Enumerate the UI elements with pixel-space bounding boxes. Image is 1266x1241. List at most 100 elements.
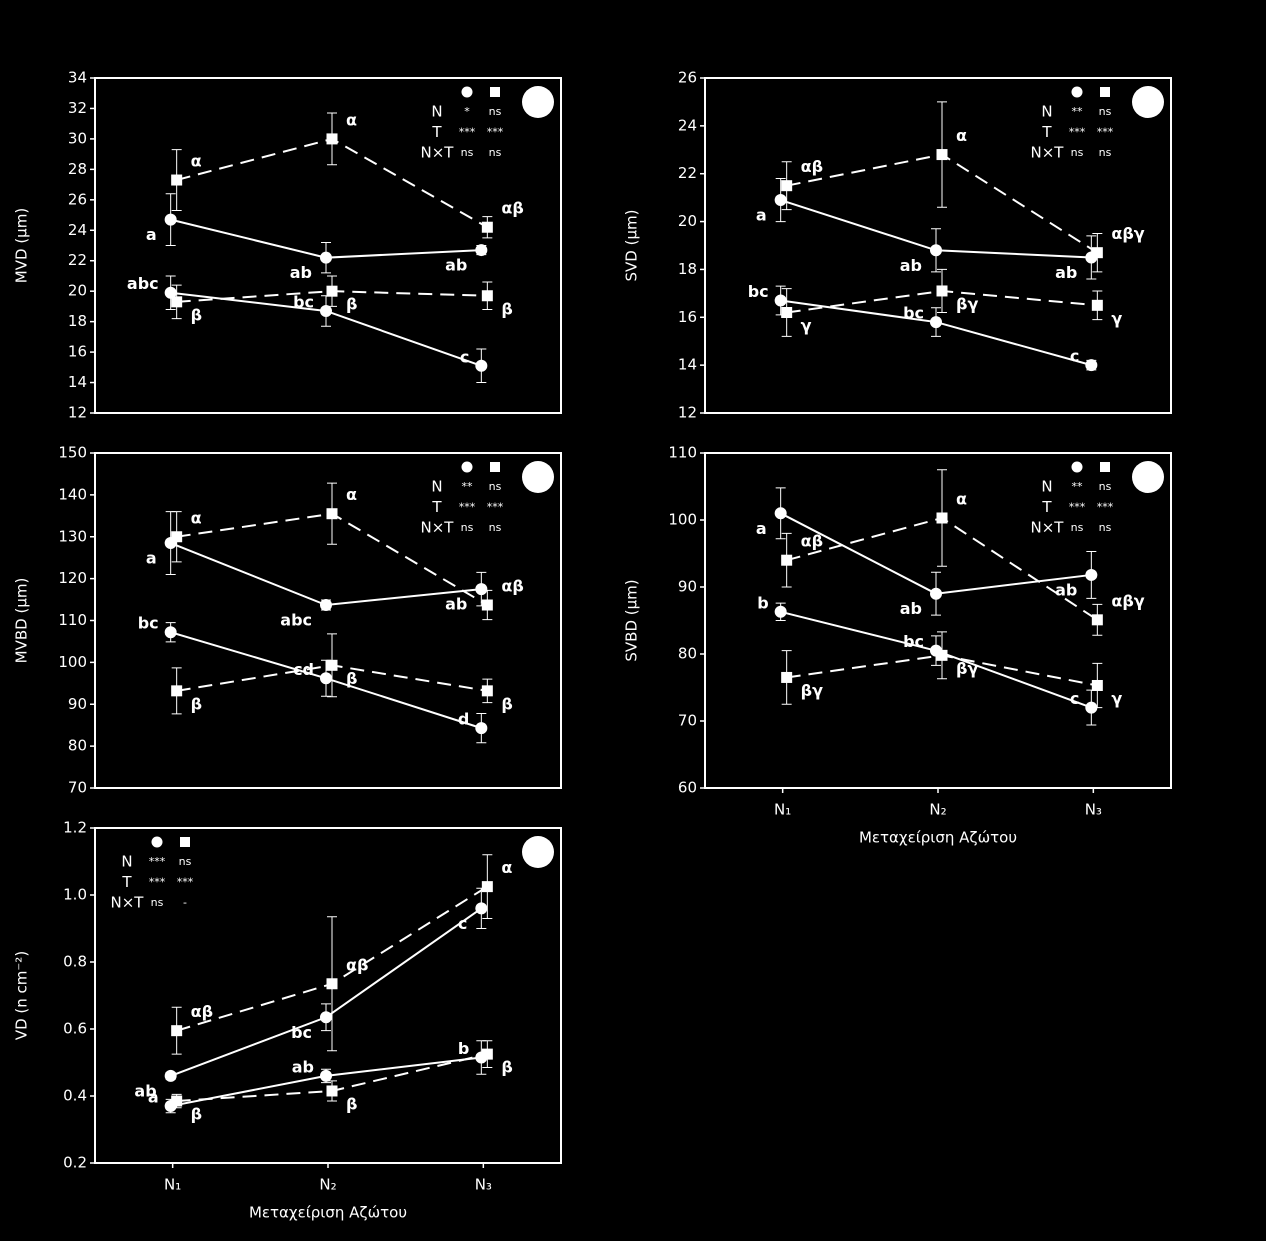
significance-letter: c <box>1070 347 1079 366</box>
y-tick-label: 14 <box>68 373 87 391</box>
panel-badge <box>522 461 554 493</box>
significance-letter: ab <box>445 256 467 275</box>
point <box>171 174 183 186</box>
y-tick-label: 26 <box>678 69 697 87</box>
point <box>171 1095 183 1107</box>
plot-frame <box>704 77 1172 414</box>
point <box>781 554 793 566</box>
y-axis-label: MVBD (μm) <box>13 578 31 664</box>
panel-badge <box>1132 86 1164 118</box>
y-tick-label: 12 <box>678 404 697 422</box>
significance-letter: b <box>458 1039 469 1058</box>
panel-badge <box>522 836 554 868</box>
y-tick-label: 18 <box>678 260 697 278</box>
stats-value: *** <box>459 501 476 514</box>
y-tick-label: 20 <box>68 282 87 300</box>
point <box>481 290 493 302</box>
legend-square-symbol <box>1100 87 1110 97</box>
point <box>320 672 332 685</box>
point <box>936 149 948 161</box>
x-axis-label: Μεταχείριση Αζώτου <box>249 1204 407 1222</box>
stats-value: ns <box>1099 105 1112 118</box>
y-tick-label: 70 <box>678 712 697 730</box>
significance-letter: β <box>346 669 357 688</box>
point <box>326 508 338 520</box>
y-axis-label: SVD (μm) <box>623 210 641 282</box>
stats-value: ns <box>1099 480 1112 493</box>
legend-square-symbol <box>1100 462 1110 472</box>
y-tick-label: 0.8 <box>63 953 87 971</box>
legend-circle-symbol <box>1071 86 1083 98</box>
point <box>481 685 493 697</box>
stats-value: ns <box>489 105 502 118</box>
point <box>475 722 488 735</box>
significance-letter: α <box>956 126 967 145</box>
y-axis-label: VD (n cm⁻²) <box>13 951 31 1040</box>
y-axis-label: MVD (μm) <box>13 208 31 283</box>
significance-letter: ab <box>445 595 467 614</box>
significance-letter: γ <box>1111 309 1122 328</box>
stats-label: N <box>1041 478 1052 496</box>
point <box>774 194 787 207</box>
stats-value: ** <box>462 480 474 493</box>
significance-letter: αβ <box>801 532 823 551</box>
significance-letter: bc <box>748 282 769 301</box>
legend-square-symbol <box>490 462 500 472</box>
significance-letter: α <box>346 485 357 504</box>
x-tick-label: N₃ <box>475 1176 492 1194</box>
stats-label: N×T <box>1031 519 1065 537</box>
significance-letter: β <box>346 295 357 314</box>
y-tick-label: 22 <box>68 251 87 269</box>
point <box>1085 701 1098 714</box>
point <box>481 881 493 893</box>
significance-letter: β <box>191 305 202 324</box>
significance-letter: αβ <box>501 199 523 218</box>
significance-letter: ab <box>1055 263 1077 282</box>
legend-circle-symbol <box>151 836 163 848</box>
significance-letter: ab <box>900 256 922 275</box>
point <box>774 294 787 307</box>
significance-letter: αβ <box>346 955 368 974</box>
significance-letter: ab <box>292 1057 314 1076</box>
stats-label: T <box>431 123 442 141</box>
y-tick-label: 1.2 <box>63 819 87 837</box>
stats-value: *** <box>487 126 504 139</box>
stats-label: N×T <box>421 519 455 537</box>
significance-letter: βγ <box>956 294 978 313</box>
stats-label: T <box>1041 123 1052 141</box>
x-tick-label: N₁ <box>164 1176 181 1194</box>
stats-label: N×T <box>421 144 455 162</box>
significance-letter: bc <box>138 614 159 633</box>
point <box>781 180 793 192</box>
y-tick-label: 90 <box>678 578 697 596</box>
point <box>774 507 787 520</box>
stats-label: N <box>1041 103 1052 121</box>
significance-letter: β <box>501 694 512 713</box>
y-tick-label: 22 <box>678 164 697 182</box>
stats-label: N×T <box>111 894 145 912</box>
significance-letter: β <box>501 1058 512 1077</box>
significance-letter: β <box>501 299 512 318</box>
stats-value: ns <box>151 896 164 909</box>
significance-letter: a <box>146 549 157 568</box>
y-tick-label: 130 <box>58 527 87 545</box>
significance-letter: βγ <box>801 681 823 700</box>
significance-letter: ab <box>1055 580 1077 599</box>
stats-value: *** <box>1069 501 1086 514</box>
point <box>326 659 338 671</box>
stats-value: ** <box>1072 480 1084 493</box>
y-tick-label: 24 <box>68 221 87 239</box>
point <box>930 244 942 257</box>
y-tick-label: 16 <box>68 343 87 361</box>
stats-value: - <box>183 896 187 909</box>
point <box>475 244 488 257</box>
significance-letter: abc <box>280 611 312 630</box>
stats-value: ** <box>1072 105 1084 118</box>
point <box>1085 568 1098 581</box>
legend-circle-symbol <box>461 86 473 98</box>
y-tick-label: 110 <box>58 611 87 629</box>
legend-circle-symbol <box>461 461 473 473</box>
significance-letter: γ <box>801 316 812 335</box>
stats-value: ns <box>1099 521 1112 534</box>
